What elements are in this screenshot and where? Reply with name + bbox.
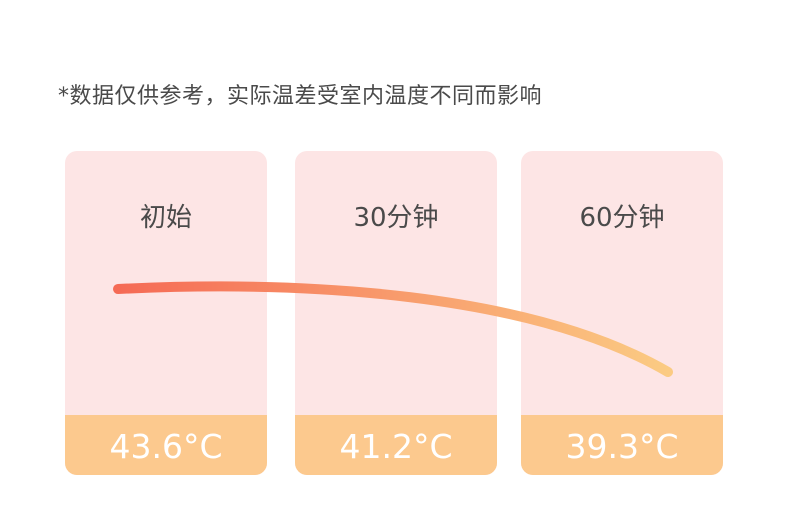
temperature: 43.6°C <box>109 427 223 466</box>
card: 30分钟 41.2°C <box>295 151 497 475</box>
card: 初始 43.6°C <box>65 151 267 475</box>
card: 60分钟 39.3°C <box>521 151 723 475</box>
temperature: 39.3°C <box>565 427 679 466</box>
temp-band: 41.2°C <box>295 415 497 475</box>
card-label: 30分钟 <box>353 203 439 233</box>
temp-band: 39.3°C <box>521 415 723 475</box>
card-label: 60分钟 <box>579 203 665 233</box>
curve-path <box>113 281 673 377</box>
temperature: 41.2°C <box>339 427 453 466</box>
note: *数据仅供参考，实际温差受室内温度不同而影响 <box>58 84 543 109</box>
card-label: 初始 <box>139 203 192 233</box>
temp-band: 43.6°C <box>65 415 267 475</box>
